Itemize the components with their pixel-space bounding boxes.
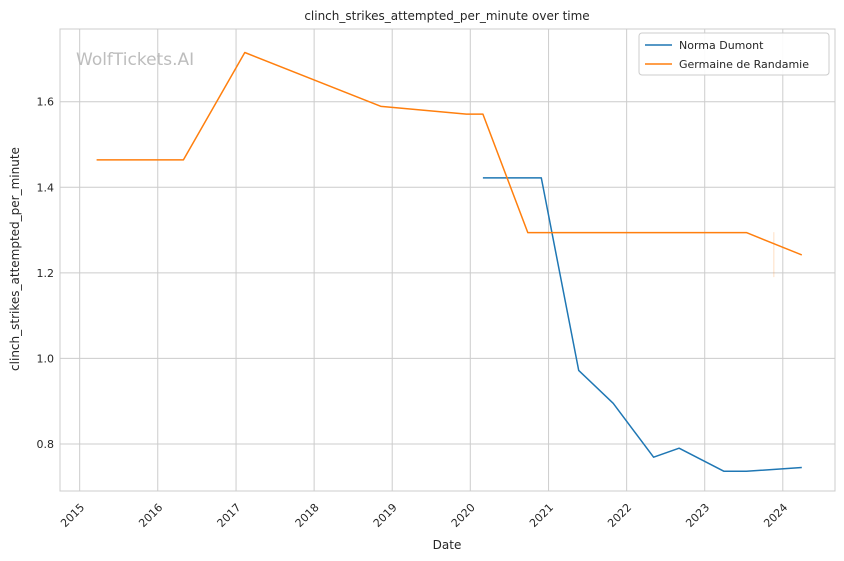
y-axis-label: clinch_strikes_attempted_per_minute (8, 147, 22, 371)
x-axis-ticks: 2015 2016 2017 2018 2019 2020 2021 2022 2023 2024 (58, 501, 790, 530)
y-tick-label: 0.8 (37, 438, 55, 451)
x-tick-label: 2019 (371, 501, 400, 530)
chart-title: clinch_strikes_attempted_per_minute over… (304, 9, 589, 23)
y-axis-ticks: 0.8 1.0 1.2 1.4 1.6 (37, 96, 55, 451)
series-line-norma-dumont (482, 177, 802, 473)
watermark: WolfTickets.AI (76, 50, 194, 70)
y-tick-label: 1.6 (37, 96, 55, 109)
legend: Norma Dumont Germaine de Randamie (638, 32, 830, 76)
legend-label-norma-dumont: Norma Dumont (679, 39, 764, 52)
x-tick-label: 2021 (527, 501, 556, 530)
x-tick-label: 2024 (761, 501, 790, 530)
legend-box (638, 32, 830, 76)
x-axis-label: Date (433, 538, 462, 552)
plot-area (59, 28, 836, 492)
legend-label-germaine-de-randamie: Germaine de Randamie (679, 58, 809, 71)
series-layer (96, 51, 803, 473)
x-tick-label: 2015 (58, 501, 87, 530)
y-tick-label: 1.4 (37, 181, 55, 194)
grid-lines (60, 29, 835, 491)
x-tick-label: 2022 (605, 501, 634, 530)
y-tick-label: 1.0 (37, 352, 55, 365)
y-tick-label: 1.2 (37, 267, 55, 280)
x-tick-label: 2017 (215, 501, 244, 530)
x-tick-label: 2016 (136, 501, 165, 530)
x-tick-label: 2023 (683, 501, 712, 530)
x-tick-label: 2018 (293, 501, 322, 530)
series-line-germaine-de-randamie (96, 51, 803, 256)
x-tick-label: 2020 (449, 501, 478, 530)
